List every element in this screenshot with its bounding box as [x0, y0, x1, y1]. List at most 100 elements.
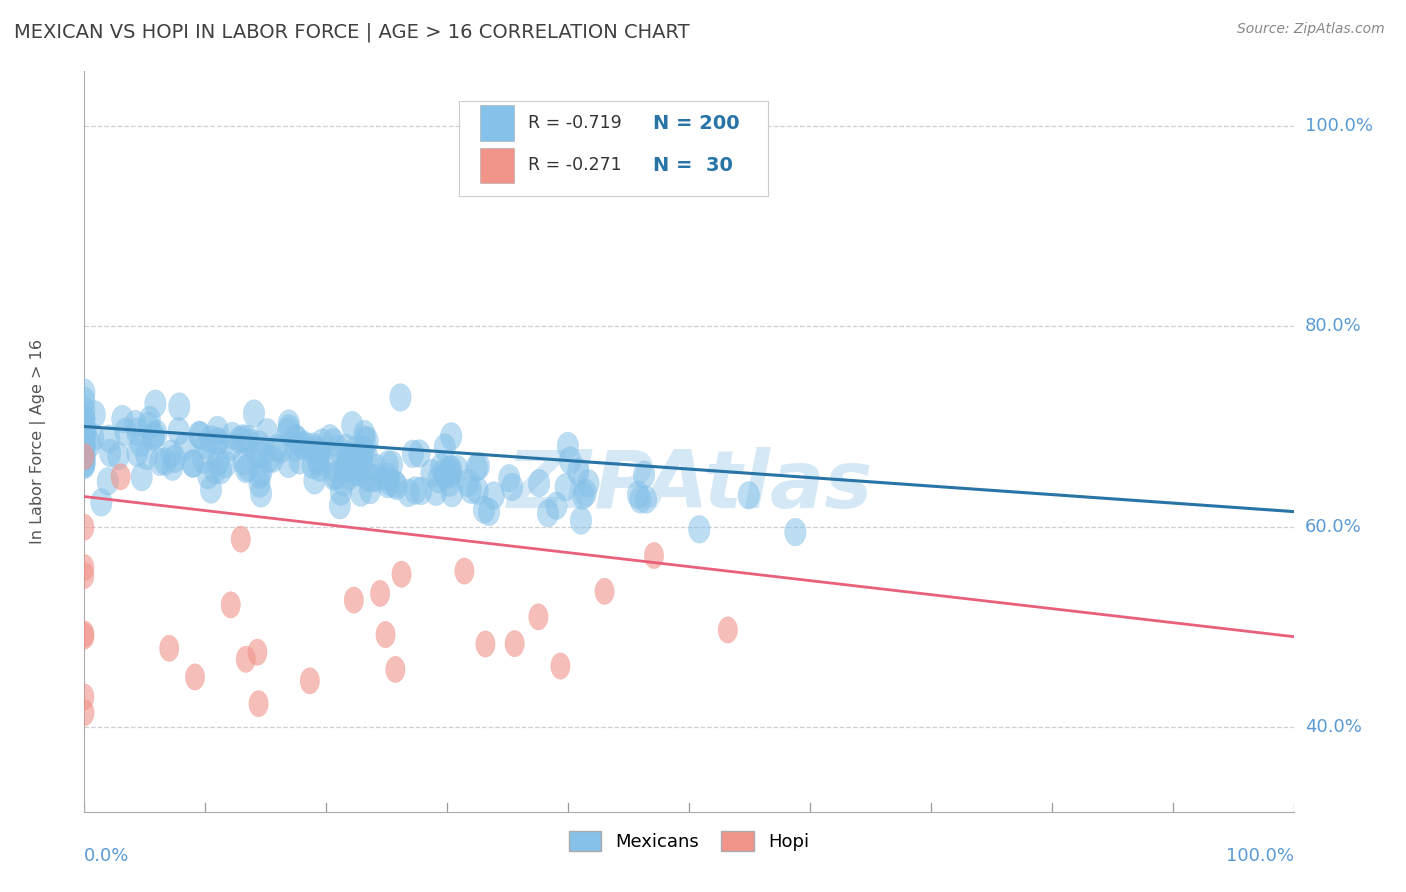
Ellipse shape — [195, 432, 217, 459]
Ellipse shape — [575, 479, 596, 507]
Ellipse shape — [246, 441, 269, 468]
Ellipse shape — [309, 438, 330, 466]
Ellipse shape — [329, 491, 350, 519]
Text: ZIPAtlas: ZIPAtlas — [506, 447, 872, 525]
Ellipse shape — [287, 425, 308, 453]
Ellipse shape — [430, 453, 451, 481]
Ellipse shape — [467, 477, 488, 505]
Ellipse shape — [325, 461, 346, 489]
Ellipse shape — [266, 434, 288, 462]
Ellipse shape — [319, 425, 340, 452]
Ellipse shape — [595, 578, 614, 605]
Ellipse shape — [107, 442, 129, 470]
Ellipse shape — [188, 421, 209, 449]
Text: In Labor Force | Age > 16: In Labor Force | Age > 16 — [31, 339, 46, 544]
Ellipse shape — [249, 470, 270, 498]
Ellipse shape — [360, 476, 381, 504]
Ellipse shape — [145, 390, 166, 417]
Ellipse shape — [457, 469, 479, 497]
Ellipse shape — [73, 404, 96, 432]
Ellipse shape — [73, 417, 96, 444]
Ellipse shape — [460, 476, 482, 504]
Ellipse shape — [294, 431, 315, 458]
Ellipse shape — [385, 472, 408, 500]
Ellipse shape — [377, 463, 399, 491]
Ellipse shape — [98, 425, 120, 452]
Ellipse shape — [333, 456, 354, 483]
Text: N = 200: N = 200 — [652, 113, 740, 133]
Ellipse shape — [572, 482, 593, 509]
Ellipse shape — [311, 429, 333, 457]
Ellipse shape — [73, 442, 96, 469]
Legend: Mexicans, Hopi: Mexicans, Hopi — [561, 824, 817, 858]
Ellipse shape — [197, 461, 219, 489]
Ellipse shape — [785, 518, 806, 546]
Ellipse shape — [557, 432, 579, 460]
Ellipse shape — [97, 467, 118, 495]
Ellipse shape — [475, 631, 495, 657]
Ellipse shape — [75, 621, 94, 647]
Ellipse shape — [411, 477, 432, 505]
Ellipse shape — [75, 443, 96, 471]
Ellipse shape — [200, 425, 221, 453]
Ellipse shape — [434, 462, 456, 490]
Ellipse shape — [364, 453, 387, 482]
Ellipse shape — [529, 604, 548, 630]
Ellipse shape — [200, 475, 222, 503]
Ellipse shape — [308, 448, 329, 475]
Ellipse shape — [243, 400, 264, 427]
Ellipse shape — [162, 453, 183, 481]
Ellipse shape — [249, 431, 270, 458]
Ellipse shape — [114, 418, 136, 446]
Text: Source: ZipAtlas.com: Source: ZipAtlas.com — [1237, 22, 1385, 37]
Ellipse shape — [299, 668, 319, 694]
Ellipse shape — [332, 468, 354, 496]
Ellipse shape — [578, 469, 599, 497]
Ellipse shape — [73, 432, 96, 459]
Ellipse shape — [356, 442, 378, 470]
Ellipse shape — [447, 456, 468, 483]
Ellipse shape — [75, 514, 94, 541]
Ellipse shape — [389, 384, 411, 411]
Ellipse shape — [239, 429, 260, 457]
Ellipse shape — [84, 401, 105, 428]
Ellipse shape — [236, 425, 259, 452]
Ellipse shape — [738, 482, 759, 509]
Ellipse shape — [139, 406, 160, 434]
Ellipse shape — [378, 467, 401, 495]
Ellipse shape — [304, 467, 325, 494]
Text: 100.0%: 100.0% — [1305, 118, 1372, 136]
Ellipse shape — [336, 447, 359, 475]
Ellipse shape — [689, 516, 710, 543]
Ellipse shape — [250, 480, 271, 508]
Ellipse shape — [127, 439, 148, 467]
Ellipse shape — [309, 454, 330, 482]
Ellipse shape — [439, 456, 460, 483]
Ellipse shape — [73, 414, 96, 442]
Ellipse shape — [221, 433, 242, 460]
Ellipse shape — [167, 417, 190, 445]
Ellipse shape — [344, 458, 367, 485]
Ellipse shape — [285, 434, 307, 461]
Text: N =  30: N = 30 — [652, 156, 733, 175]
Ellipse shape — [439, 469, 460, 497]
Ellipse shape — [344, 436, 367, 464]
Ellipse shape — [129, 429, 152, 457]
Ellipse shape — [330, 478, 352, 506]
Ellipse shape — [207, 427, 229, 455]
Ellipse shape — [73, 405, 96, 433]
Ellipse shape — [73, 413, 96, 441]
Ellipse shape — [75, 699, 94, 726]
Ellipse shape — [337, 442, 360, 470]
Ellipse shape — [630, 485, 651, 513]
Ellipse shape — [207, 417, 228, 444]
Ellipse shape — [142, 424, 165, 451]
Ellipse shape — [633, 461, 655, 489]
Ellipse shape — [344, 587, 364, 614]
Ellipse shape — [278, 415, 299, 442]
Ellipse shape — [568, 458, 589, 485]
Ellipse shape — [285, 425, 307, 452]
Ellipse shape — [73, 415, 96, 442]
Ellipse shape — [127, 417, 148, 445]
Ellipse shape — [73, 428, 96, 456]
